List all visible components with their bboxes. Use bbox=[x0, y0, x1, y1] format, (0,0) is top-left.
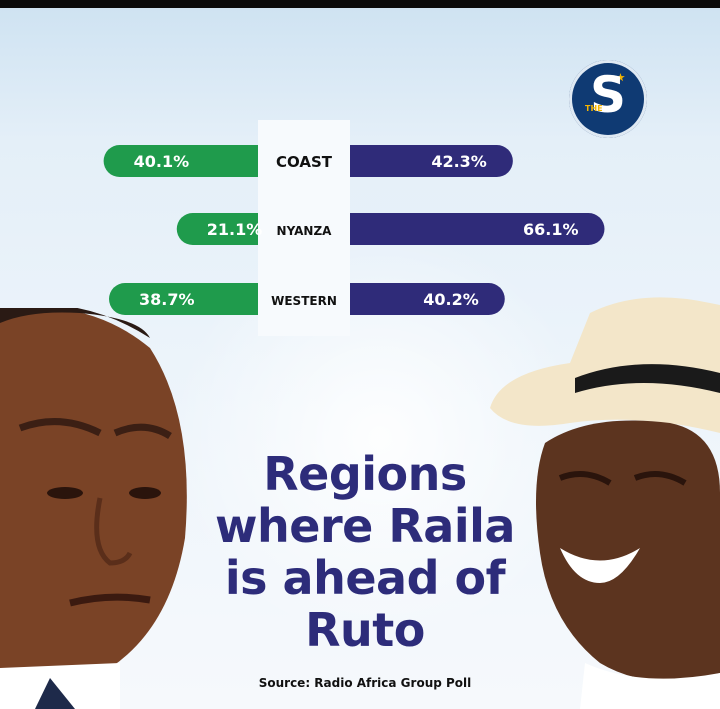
headline: Regions where Raila is ahead of Ruto bbox=[190, 448, 540, 656]
left-value-label: 38.7% bbox=[139, 290, 195, 309]
region-label: WESTERN bbox=[271, 294, 337, 308]
logo-letter: S bbox=[589, 66, 626, 124]
headline-line-2: where Raila bbox=[215, 499, 515, 553]
right-person-photo bbox=[490, 297, 720, 709]
regional-bar-chart: 40.1% 42.3% COAST 21.1% 66.1% NYANZA 38.7% 40.2… bbox=[103, 120, 605, 336]
region-row-bg-nyanza bbox=[258, 211, 350, 247]
right-value-label: 40.2% bbox=[423, 290, 479, 309]
left-value-label: 21.1% bbox=[207, 220, 263, 239]
right-value-label: 42.3% bbox=[431, 152, 487, 171]
right-bar-nyanza bbox=[334, 213, 605, 245]
poster: S THE 40.1% 42.3% COAST 21.1% 66.1% NYANZA 38.… bbox=[0, 8, 720, 709]
region-row-bg-coast bbox=[258, 143, 350, 179]
right-value-label: 66.1% bbox=[523, 220, 579, 239]
logo-small-text: THE bbox=[585, 104, 603, 113]
headline-line-1: Regions bbox=[263, 447, 467, 501]
region-row-bg-western bbox=[258, 281, 350, 317]
region-label: COAST bbox=[276, 153, 333, 171]
star-icon bbox=[616, 73, 625, 82]
region-label: NYANZA bbox=[277, 224, 333, 238]
source-caption: Source: Radio Africa Group Poll bbox=[258, 676, 472, 690]
left-bar-coast bbox=[103, 145, 275, 177]
left-bar-western bbox=[109, 283, 274, 315]
the-star-logo: S THE bbox=[569, 60, 647, 138]
headline-line-4: Ruto bbox=[305, 603, 425, 657]
left-value-label: 40.1% bbox=[134, 152, 190, 171]
right-bar-western bbox=[334, 283, 505, 315]
right-bar-coast bbox=[334, 145, 513, 177]
left-person-photo bbox=[0, 308, 187, 709]
left-bar-nyanza bbox=[176, 213, 274, 245]
headline-line-3: is ahead of bbox=[224, 551, 506, 605]
